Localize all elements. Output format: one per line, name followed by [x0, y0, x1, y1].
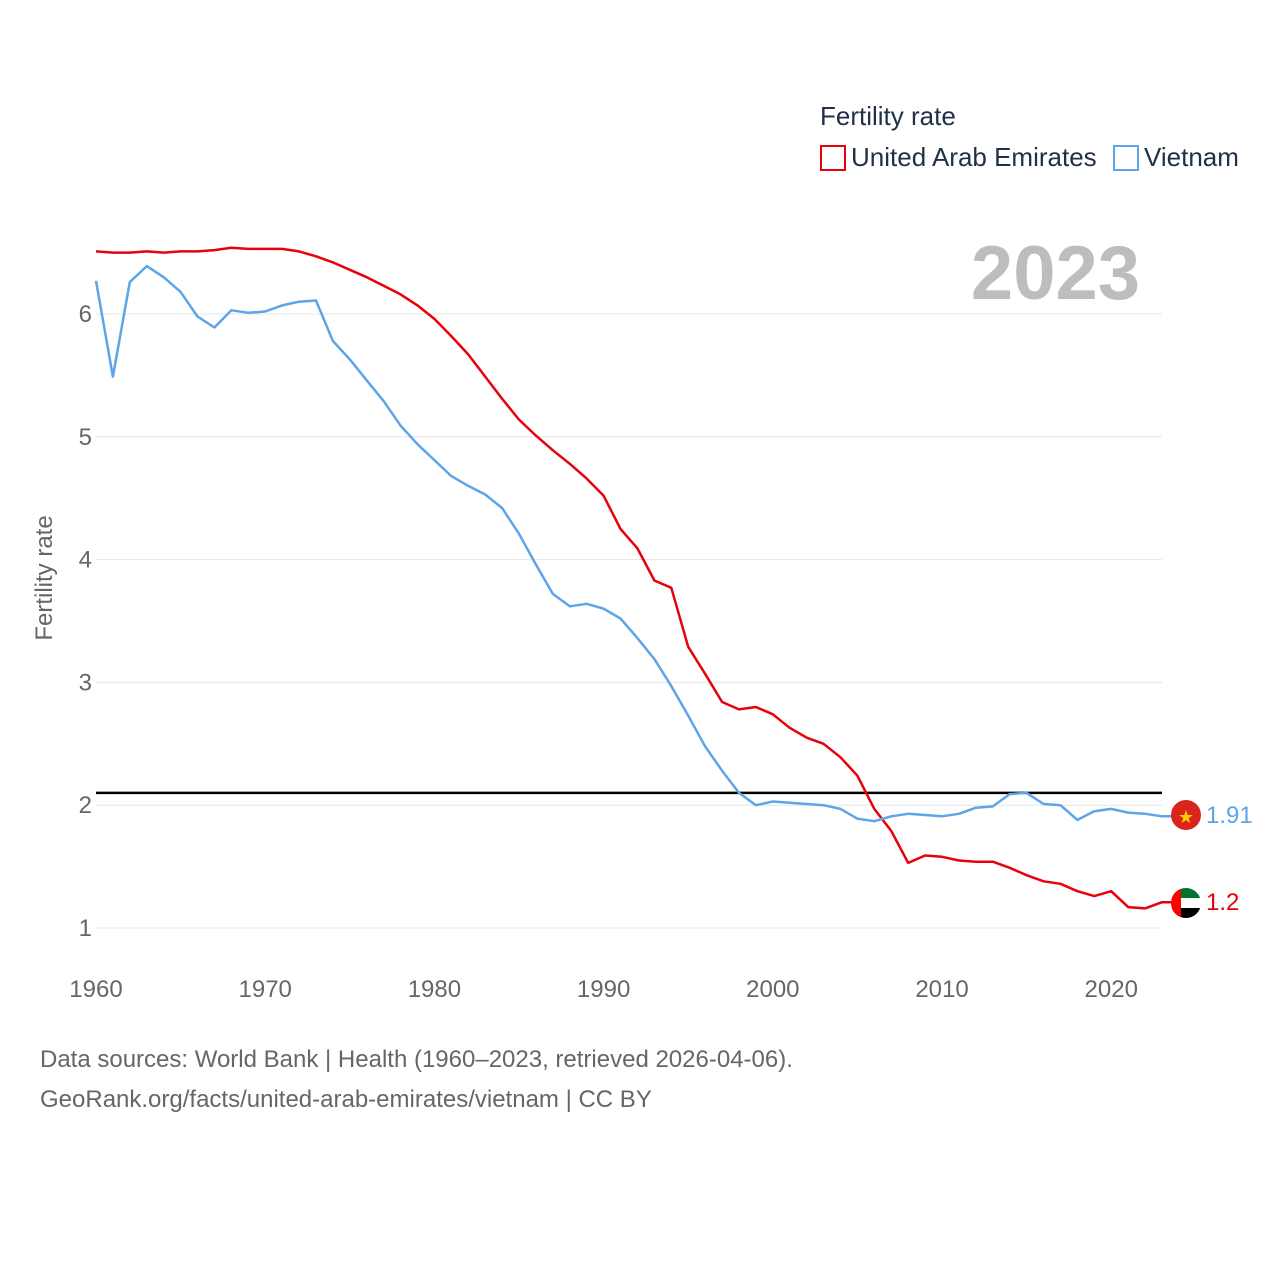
- legend-title: Fertility rate: [820, 101, 956, 131]
- y-tick-label: 6: [79, 301, 92, 328]
- legend-item-vietnam[interactable]: Vietnam: [1113, 142, 1239, 172]
- uae-flag-icon: [1171, 888, 1181, 918]
- uae-end-value: 1.2: [1206, 889, 1239, 916]
- uae-flag-marker: [1171, 888, 1201, 918]
- x-tick-label: 1970: [239, 976, 292, 1003]
- gridlines: [96, 313, 1162, 929]
- x-tick-label: 2000: [746, 976, 799, 1003]
- legend-item-uae[interactable]: United Arab Emirates: [820, 142, 1097, 172]
- y-tick-label: 4: [79, 547, 92, 574]
- series-line-uae: [95, 246, 1172, 910]
- x-tick-label: 2020: [1085, 976, 1138, 1003]
- star-icon: ★: [1178, 807, 1194, 827]
- current-year-label: 2023: [971, 231, 1140, 316]
- legend-swatch-vietnam: [1113, 145, 1139, 171]
- y-axis-ticks: 1 2 3 4 5 6: [79, 301, 92, 942]
- y-tick-label: 5: [79, 424, 92, 451]
- y-tick-label: 1: [79, 915, 92, 942]
- y-tick-label: 3: [79, 669, 92, 696]
- y-tick-label: 2: [79, 792, 92, 819]
- legend-label-uae: United Arab Emirates: [851, 142, 1097, 172]
- vietnam-flag-marker: ★: [1171, 800, 1201, 830]
- x-axis-ticks: 1960 1970 1980 1990 2000 2010 2020: [69, 976, 1138, 1003]
- vietnam-flag-icon: [1171, 800, 1201, 830]
- series-lines: [94, 246, 1172, 910]
- x-tick-label: 2010: [915, 976, 968, 1003]
- vietnam-end-value: 1.91: [1206, 802, 1253, 829]
- y-axis-title: Fertility rate: [31, 515, 58, 640]
- x-tick-label: 1990: [577, 976, 630, 1003]
- footer: Data sources: World Bank | Health (1960–…: [40, 1040, 793, 1120]
- x-tick-label: 1980: [408, 976, 461, 1003]
- legend-label-vietnam: Vietnam: [1144, 142, 1239, 172]
- x-tick-label: 1960: [69, 976, 122, 1003]
- series-line-vietnam: [94, 264, 1172, 823]
- legend-swatch-uae: [820, 145, 846, 171]
- source-link[interactable]: GeoRank.org/facts/united-arab-emirates/v…: [40, 1086, 652, 1113]
- legend: Fertility rate United Arab Emirates Viet…: [820, 101, 1239, 172]
- data-source-note: Data sources: World Bank | Health (1960–…: [40, 1046, 793, 1073]
